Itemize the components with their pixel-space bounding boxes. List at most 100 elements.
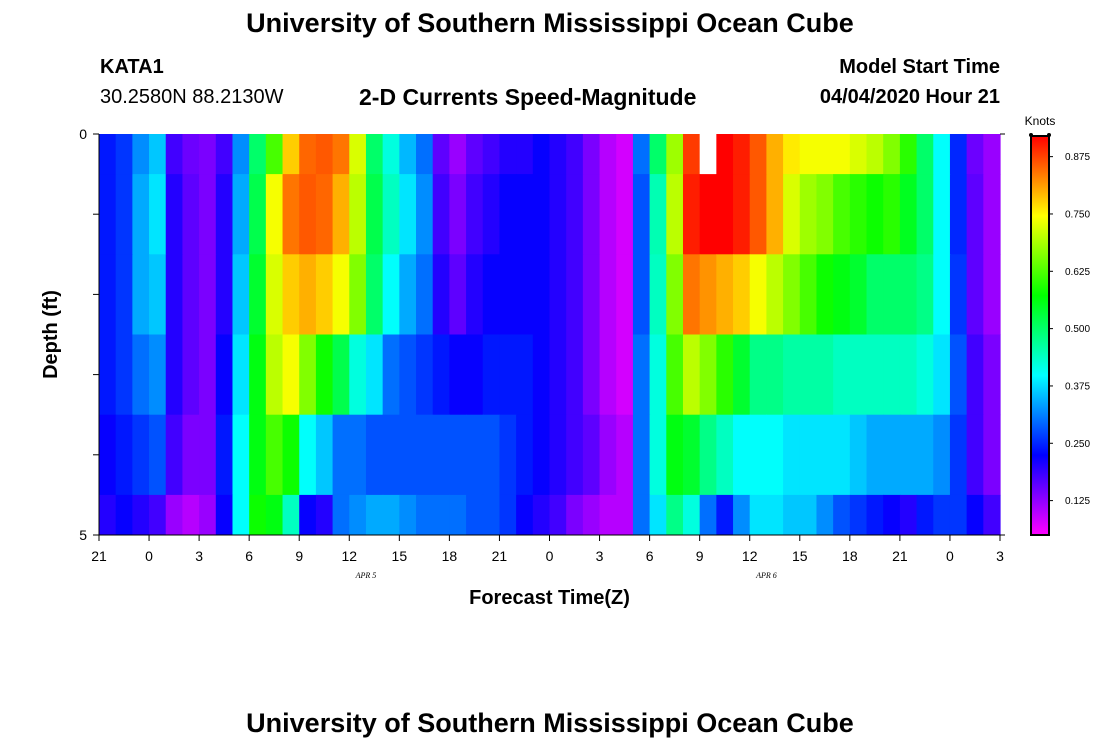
- colorbar-tick-label: 0.125: [1065, 496, 1090, 507]
- heatmap-cell: [199, 334, 217, 416]
- x-tick-label: 18: [842, 548, 858, 564]
- heatmap-cell: [966, 174, 984, 255]
- heatmap-cell: [299, 174, 317, 255]
- heatmap-cell: [733, 494, 751, 536]
- heatmap-cell: [616, 254, 634, 335]
- heatmap-cell: [599, 414, 617, 496]
- heatmap-cell: [499, 134, 517, 175]
- heatmap-cell: [132, 334, 150, 416]
- x-tick-label: 12: [742, 548, 758, 564]
- heatmap-cell: [899, 414, 918, 496]
- heatmap-cell: [716, 334, 734, 416]
- heatmap-cell: [282, 414, 300, 496]
- colorbar-label: Knots: [1025, 114, 1056, 128]
- heatmap-cell: [499, 494, 517, 536]
- heatmap-cell: [666, 254, 684, 335]
- heatmap-cell: [365, 254, 384, 335]
- heatmap-cell: [282, 134, 300, 175]
- heatmap-cell: [482, 134, 501, 175]
- plot-title: 2-D Currents Speed-Magnitude: [359, 84, 697, 110]
- heatmap-cell: [115, 254, 133, 335]
- heatmap-cell: [699, 254, 717, 335]
- heatmap-cell: [449, 174, 467, 255]
- heatmap-cell: [516, 414, 534, 496]
- heatmap-cell: [165, 174, 184, 255]
- heatmap-cell: [883, 414, 901, 496]
- heatmap-cell: [399, 174, 417, 255]
- heatmap-cell: [215, 494, 234, 536]
- x-tick-label: 21: [892, 548, 908, 564]
- heatmap-cell: [949, 134, 968, 175]
- heatmap-cell: [132, 174, 150, 255]
- heatmap-cells: [99, 134, 1001, 536]
- heatmap-cell: [682, 494, 701, 536]
- heatmap-cell: [582, 334, 601, 416]
- x-tick-label: 15: [392, 548, 408, 564]
- heatmap-cell: [416, 174, 434, 255]
- heatmap-cell: [733, 174, 751, 255]
- heatmap-cell: [365, 414, 384, 496]
- station-coordinates: 30.2580N 88.2130W: [100, 86, 284, 108]
- heatmap-cell: [616, 334, 634, 416]
- heatmap-cell: [232, 494, 250, 536]
- x-tick-label: 6: [245, 548, 253, 564]
- heatmap-cell: [582, 494, 601, 536]
- heatmap-cell: [616, 414, 634, 496]
- heatmap-cell: [816, 174, 834, 255]
- heatmap-cell: [516, 494, 534, 536]
- heatmap-cell: [883, 254, 901, 335]
- heatmap-cell: [516, 174, 534, 255]
- heatmap-cell: [566, 134, 584, 175]
- heatmap-cell: [382, 334, 400, 416]
- heatmap-cell: [866, 494, 884, 536]
- heatmap-cell: [849, 254, 868, 335]
- heatmap-cell: [115, 174, 133, 255]
- heatmap-cell: [733, 414, 751, 496]
- heatmap-cell: [382, 254, 400, 335]
- heatmap-cell: [99, 494, 117, 536]
- heatmap-cell: [549, 494, 567, 536]
- heatmap-cell: [649, 134, 667, 175]
- x-tick-label: 3: [195, 548, 203, 564]
- heatmap-cell: [499, 414, 517, 496]
- heatmap-cell: [132, 254, 150, 335]
- x-tick-label: 12: [341, 548, 357, 564]
- heatmap-cell: [115, 414, 133, 496]
- heatmap-cell: [849, 134, 868, 175]
- heatmap-cell: [482, 254, 501, 335]
- heatmap-cell: [199, 414, 217, 496]
- x-tick-label: 6: [646, 548, 654, 564]
- heatmap-cell: [449, 494, 467, 536]
- heatmap-cell: [449, 134, 467, 175]
- heatmap-cell: [716, 494, 734, 536]
- heatmap-cell: [983, 334, 1001, 416]
- heatmap-cell: [182, 174, 200, 255]
- heatmap-cell: [933, 494, 951, 536]
- heatmap-cell: [682, 334, 701, 416]
- heatmap-cell: [165, 134, 184, 175]
- heatmap-cell: [432, 174, 450, 255]
- heatmap-cell: [416, 134, 434, 175]
- heatmap-cell: [416, 254, 434, 335]
- heatmap-cell: [365, 174, 384, 255]
- heatmap-cell: [516, 134, 534, 175]
- heatmap-cell: [282, 174, 300, 255]
- heatmap-cell: [566, 414, 584, 496]
- x-tick-label: 9: [295, 548, 303, 564]
- heatmap-cell: [282, 494, 300, 536]
- heatmap-cell: [966, 494, 984, 536]
- heatmap-cell: [816, 334, 834, 416]
- heatmap-cell: [682, 134, 701, 175]
- heatmap-cell: [149, 134, 167, 175]
- heatmap-cell: [365, 334, 384, 416]
- x-tick-label: 18: [442, 548, 458, 564]
- heatmap-cell: [549, 134, 567, 175]
- heatmap-cell: [416, 414, 434, 496]
- heatmap-cell: [916, 174, 934, 255]
- heatmap-cell: [132, 134, 150, 175]
- heatmap-cell: [749, 254, 768, 335]
- heatmap-cell: [699, 494, 717, 536]
- heatmap-cell: [766, 494, 784, 536]
- heatmap-cell: [299, 494, 317, 536]
